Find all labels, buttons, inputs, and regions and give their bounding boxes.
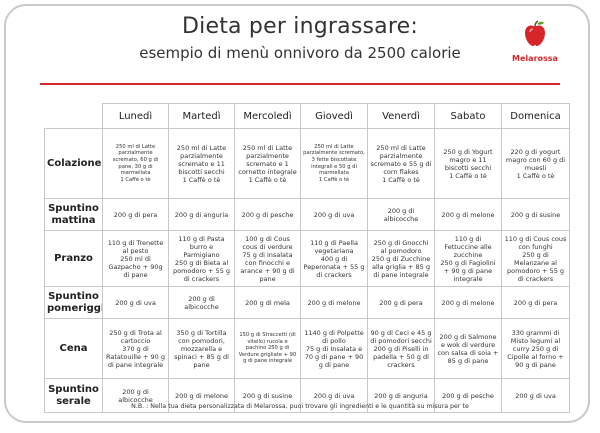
day-header: Giovedì [300, 103, 368, 129]
menu-cell: 200 g di uva [501, 378, 570, 413]
footer-note: N.B. : Nella tua dieta personalizzata di… [131, 403, 469, 410]
title-divider [40, 83, 560, 85]
menu-cell: 200 g di pesche [434, 378, 502, 413]
corner-cell [44, 103, 103, 129]
menu-cell: 200 g di uva [300, 378, 368, 413]
meal-label: Pranzo [44, 230, 103, 287]
menu-cell: 110 g di Paella vegetariana 400 g di Pep… [300, 230, 368, 287]
menu-cell: 110 g di Trenette al pesto 250 ml di Gaz… [102, 230, 169, 287]
meal-label: Cena [44, 318, 103, 379]
menu-cell: 200 g di melone [434, 286, 502, 319]
menu-cell: 250 g di Yogurt magro e 11 biscotti secc… [434, 128, 502, 199]
menu-cell: 220 g di yogurt magro con 60 g di muesli… [501, 128, 570, 199]
meal-row: Cena 250 g di Trota al cartoccio 370 g di… [44, 318, 570, 379]
menu-cell: 150 g di Straccetti (di vitello) rucola … [234, 318, 301, 379]
apple-icon [518, 18, 552, 52]
meal-label: Colazione [44, 128, 103, 199]
meal-row: Spuntino serale 200 g di albicocche 200 g … [44, 378, 570, 413]
day-header: Martedì [168, 103, 235, 129]
header-row: Lunedì Martedì Mercoledì Giovedì Venerdì… [44, 103, 570, 129]
menu-cell: 90 g di Ceci e 45 g di pomodori secchi 2… [367, 318, 435, 379]
menu-cell: 250 g di Trota al cartoccio 370 g di Rat… [102, 318, 169, 379]
menu-cell: 200 g di pera [367, 286, 435, 319]
menu-cell: 200 g di pera [501, 286, 570, 319]
menu-cell: 200 g di uva [300, 198, 368, 231]
menu-cell: 250 ml di Latte parzialmente scremato e … [168, 128, 235, 199]
menu-table: Lunedì Martedì Mercoledì Giovedì Venerdì… [44, 103, 570, 413]
menu-cell: 1140 g di Polpette di pollo 75 g di Insa… [300, 318, 368, 379]
page-subtitle: esempio di menù onnivoro da 2500 calorie [139, 44, 461, 62]
day-header: Domenica [501, 103, 570, 129]
menu-cell: 250 ml di Latte parzialmente scremato e … [234, 128, 301, 199]
menu-cell: 200 g di pesche [234, 198, 301, 231]
day-header: Mercoledì [234, 103, 301, 129]
menu-cell: 100 g di Cous cous di verdure 75 g di in… [234, 230, 301, 287]
menu-cell: 200 g di pera [102, 198, 169, 231]
page-title: Dieta per ingrassare: [182, 14, 418, 39]
menu-cell: 350 g di Tortilla con pomodori, mozzarel… [168, 318, 235, 379]
menu-cell: 110 g di Fettuccine alle zucchine 250 g … [434, 230, 502, 287]
menu-cell: 250 ml di Latte parzialmente scremato, 6… [102, 128, 169, 199]
menu-cell: 200 g di Salmone e wok di verdure con sa… [434, 318, 502, 379]
meal-label: Spuntino pomeriggio [44, 286, 103, 319]
meal-row: Spuntino mattina 200 g di pera 200 g di an… [44, 198, 570, 231]
menu-cell: 200 g di uva [102, 286, 169, 319]
menu-cell: 330 grammi di Misto legumi al curry 250 … [501, 318, 570, 379]
melarossa-logo: Melarossa [505, 18, 565, 73]
menu-cell: 250 ml di Latte parzialmente scremato e … [367, 128, 435, 199]
day-header: Sabato [434, 103, 502, 129]
menu-cell: 200 g di anguria [168, 198, 235, 231]
menu-cell: 110 g di Pasta burro e Parmigiano 250 g … [168, 230, 235, 287]
menu-cell: 200 g di susine [234, 378, 301, 413]
menu-cell: 200 g di melone [434, 198, 502, 231]
menu-cell: 250 g di Gnocchi al pomodoro 250 g di Zu… [367, 230, 435, 287]
menu-cell: 200 g di albicocche [168, 286, 235, 319]
logo-text: Melarossa [512, 54, 558, 63]
menu-cell: 200 g di susine [501, 198, 570, 231]
menu-cell: 110 g di Cous cous con funghi 250 g di M… [501, 230, 570, 287]
meal-row: Colazione 250 ml di Latte parzialmente sc… [44, 128, 570, 199]
menu-cell: 200 g di mela [234, 286, 301, 319]
day-header: Venerdì [367, 103, 435, 129]
menu-cell: 250 ml di Latte parzialmente scremato, 3… [300, 128, 368, 199]
meal-label: Spuntino mattina [44, 198, 103, 231]
menu-cell: 200 g di melone [300, 286, 368, 319]
menu-cell: 200 g di albicocche [102, 378, 169, 413]
day-header: Lunedì [102, 103, 169, 129]
menu-cell: 200 g di albicocche [367, 198, 435, 231]
meal-row: Pranzo 110 g di Trenette al pesto 250 ml … [44, 230, 570, 287]
